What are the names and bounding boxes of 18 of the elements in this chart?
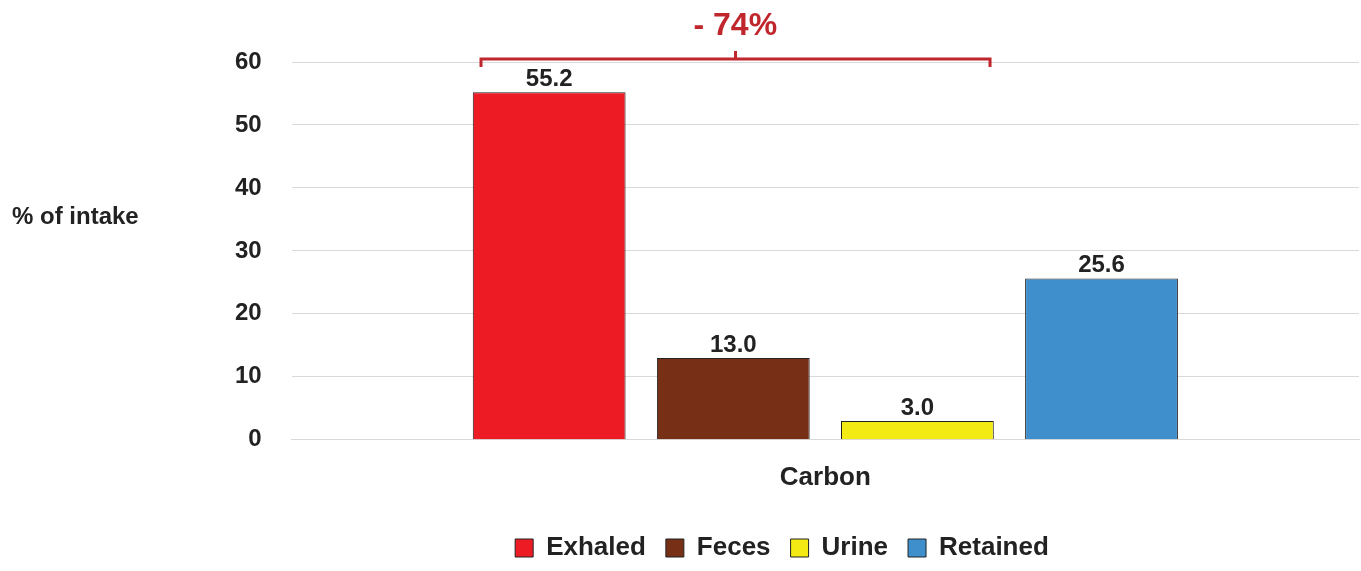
data-label: 25.6: [1078, 250, 1125, 278]
y-tick-label: 30: [234, 235, 262, 263]
y-tick-label: 60: [234, 46, 262, 74]
text: - 74%: [693, 5, 778, 42]
legend-label: Urine: [821, 531, 889, 562]
y-tick-label: 10: [234, 361, 262, 389]
y-tick-label: 20: [234, 298, 262, 326]
legend-label: Exhaled: [546, 531, 646, 562]
y-tick-label: 0: [248, 424, 262, 452]
y-axis-title: % of intake: [12, 201, 139, 229]
x-tick-label: Carbon: [779, 460, 871, 491]
legend-label: Feces: [696, 531, 771, 562]
y-tick-label: 40: [234, 172, 262, 200]
legend-label: Retained: [939, 531, 1049, 562]
y-tick-label: 50: [234, 109, 262, 137]
data-label: 3.0: [900, 392, 935, 420]
data-label: 55.2: [525, 63, 573, 91]
data-label: 13.0: [709, 329, 757, 357]
